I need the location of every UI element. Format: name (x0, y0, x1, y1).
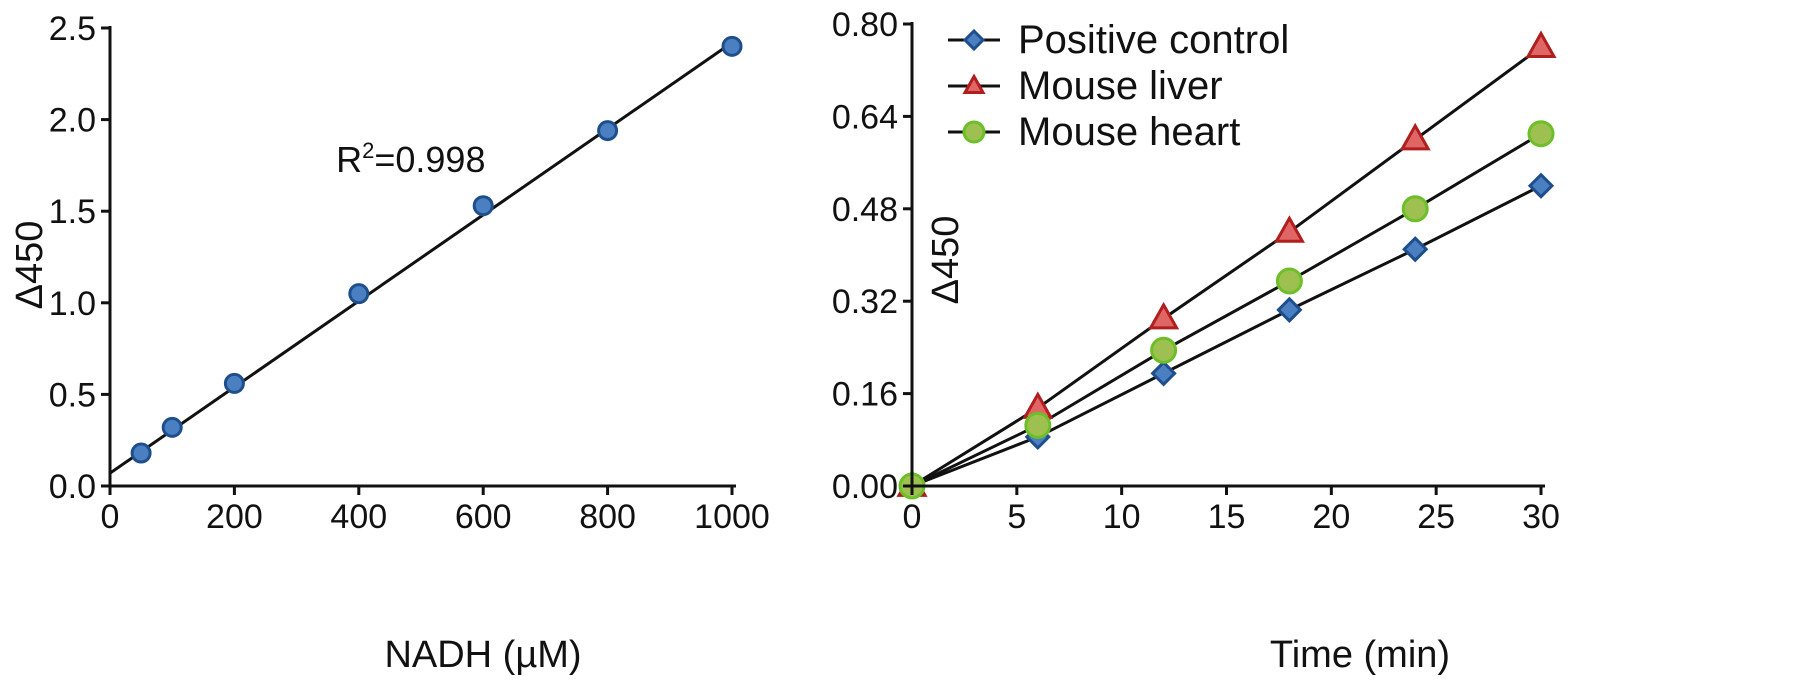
time-course-y-tick-label: 0.16 (832, 376, 898, 414)
time-course-y-ticks: 0.00 0.16 0.32 0.48 0.64 0.80 (832, 6, 912, 506)
mouse-liver-data-point (1525, 30, 1557, 58)
standard-y-axis-title: Δ450 (9, 221, 51, 310)
time-course-y-tick-label: 0.32 (832, 283, 898, 321)
time-course-y-tick-label: 0.00 (832, 468, 898, 506)
standard-y-tick-label: 2.0 (49, 102, 96, 140)
mouse-heart-data-point (1401, 195, 1429, 223)
positive-control-data-point (1402, 236, 1429, 263)
r-squared-value: =0.998 (374, 139, 485, 180)
standard-data-point (348, 283, 370, 305)
standard-y-tick-label: 1.5 (49, 193, 96, 231)
time-course-axes (910, 22, 1545, 488)
standard-y-tick-label: 2.5 (49, 10, 96, 48)
time-course-x-ticks: 0 5 10 15 20 25 30 (903, 486, 1560, 536)
standard-curve-chart: 0 200 400 600 800 1000 0.0 0.5 1.0 1.5 2.0 2.5 NAD… (9, 10, 770, 676)
standard-points (130, 35, 743, 464)
legend-marker-mouse-liver (962, 73, 986, 94)
time-course-y-axis-title: Δ450 (925, 216, 967, 305)
linear-fit-line (109, 41, 733, 475)
time-course-x-tick-label: 5 (1007, 498, 1026, 536)
mouse-heart-data-point (1275, 267, 1303, 295)
r-squared-annotation: R2=0.998 (336, 138, 485, 180)
positive-control-line (911, 184, 1542, 488)
legend-marker-mouse-heart (962, 120, 986, 144)
standard-y-ticks: 0.0 0.5 1.0 1.5 2.0 2.5 (49, 10, 110, 506)
time-course-x-axis-title: Time (min) (1270, 634, 1450, 676)
legend-item-mouse-heart: Mouse heart (948, 110, 1240, 154)
standard-x-axis-title: NADH (µM) (384, 634, 581, 676)
positive-control-data-point (1527, 172, 1555, 199)
standard-x-tick-label: 800 (579, 498, 636, 536)
positive-control-data-point (1150, 360, 1177, 387)
time-course-lines (911, 45, 1542, 488)
legend-label-positive-control: Positive control (1018, 18, 1289, 62)
standard-data-point (721, 35, 743, 57)
time-course-points (896, 30, 1557, 500)
mouse-liver-line (911, 45, 1542, 488)
mouse-heart-data-point (1150, 336, 1178, 364)
standard-x-tick-label: 600 (455, 498, 512, 536)
mouse-liver-data-point (1148, 301, 1180, 330)
r-squared-superscript: 2 (362, 138, 374, 163)
legend-marker-positive-control (962, 28, 986, 52)
standard-data-point (223, 372, 245, 394)
legend-label-mouse-liver: Mouse liver (1018, 64, 1223, 108)
standard-x-ticks: 0 200 400 600 800 1000 (101, 486, 770, 536)
positive-control-data-point (1276, 296, 1303, 323)
standard-data-point (161, 416, 183, 438)
time-course-x-tick-label: 25 (1417, 498, 1455, 536)
time-course-x-tick-label: 10 (1103, 498, 1141, 536)
standard-y-tick-label: 0.5 (49, 376, 96, 414)
time-course-x-tick-label: 30 (1522, 498, 1560, 536)
mouse-liver-data-point (1399, 122, 1431, 151)
standard-y-tick-label: 0.0 (49, 468, 96, 506)
r-squared-base: R (336, 139, 362, 180)
time-course-y-tick-label: 0.80 (832, 6, 898, 44)
time-course-x-tick-label: 20 (1312, 498, 1350, 536)
time-course-chart: 0 5 10 15 20 25 30 0.00 0.16 0.32 0.48 0.64 0.80 Ti… (832, 6, 1560, 676)
time-course-y-tick-label: 0.48 (832, 191, 898, 229)
standard-y-tick-label: 1.0 (49, 285, 96, 323)
standard-x-tick-label: 1000 (694, 498, 770, 536)
legend-item-positive-control: Positive control (948, 18, 1289, 62)
standard-x-tick-label: 200 (206, 498, 263, 536)
standard-data-point (597, 120, 619, 142)
mouse-heart-data-point (1527, 120, 1555, 148)
standard-axes (108, 26, 736, 488)
mouse-liver-data-point (1273, 215, 1305, 243)
time-course-y-tick-label: 0.64 (832, 98, 898, 136)
standard-x-tick-label: 400 (330, 498, 387, 536)
mouse-heart-line (911, 132, 1542, 488)
legend-label-mouse-heart: Mouse heart (1018, 110, 1240, 154)
time-course-x-tick-label: 15 (1208, 498, 1246, 536)
standard-fit-line (109, 41, 733, 475)
standard-x-tick-label: 0 (101, 498, 120, 536)
mouse-heart-data-point (1024, 411, 1052, 439)
standard-data-point (130, 442, 152, 464)
legend-item-mouse-liver: Mouse liver (948, 64, 1223, 108)
time-course-x-tick-label: 0 (903, 498, 922, 536)
standard-data-point (472, 195, 494, 217)
